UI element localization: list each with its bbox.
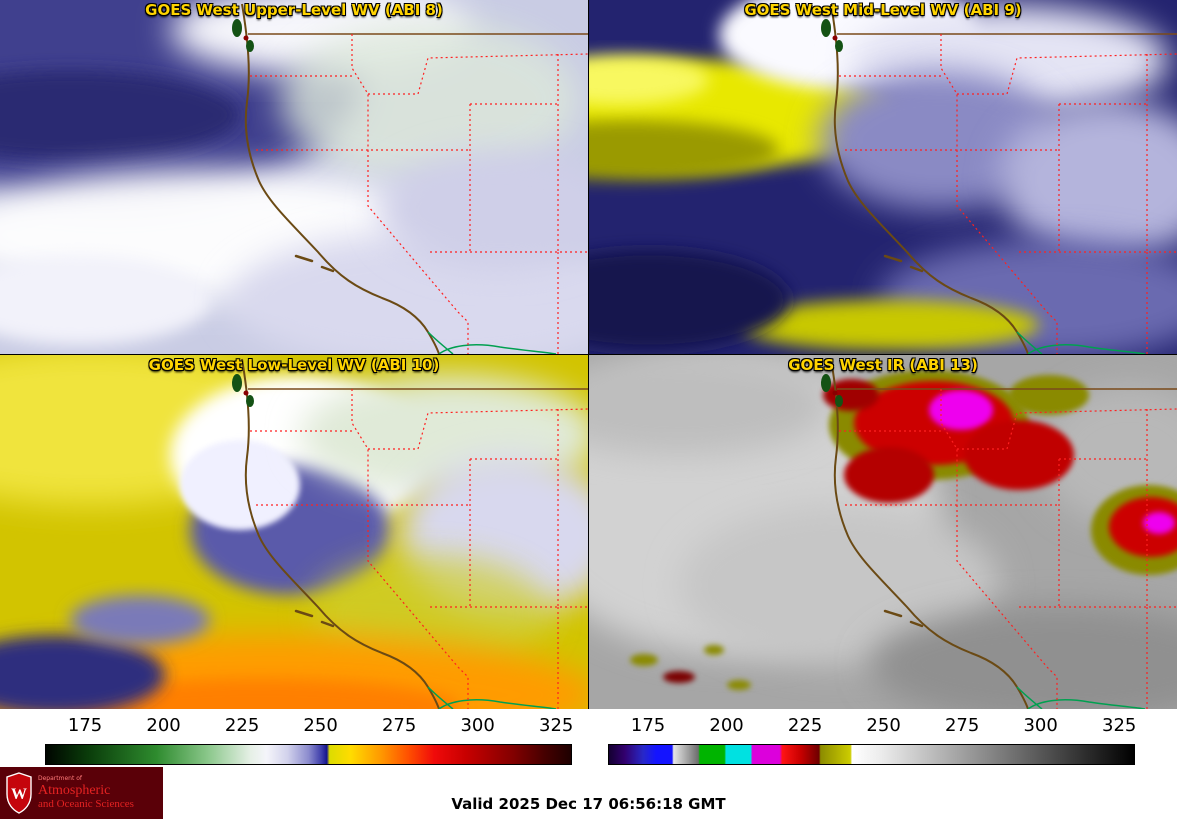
logo-line-2: and Oceanic Sciences <box>38 797 134 810</box>
wv-colorbar-ticks: 175 200 225 250 275 300 325 <box>45 715 574 739</box>
aos-logo-text: Department of Atmospheric and Oceanic Sc… <box>38 774 134 810</box>
panel-ir: GOES West IR (ABI 13) <box>589 355 1177 709</box>
aos-logo: W Department of Atmospheric and Oceanic … <box>0 767 163 819</box>
tick-label: 300 <box>1023 715 1058 736</box>
bottom-bar: 175 200 225 250 275 300 325 175 200 225 … <box>0 709 1177 819</box>
tick-label: 250 <box>303 715 338 736</box>
ir-colorbar: 175 200 225 250 275 300 325 <box>608 715 1137 765</box>
low-level-wv-imagery <box>0 355 588 709</box>
valid-time-label: Valid 2025 Dec 17 06:56:18 GMT <box>451 795 726 813</box>
panel-title: GOES West Low-Level WV (ABI 10) <box>148 356 440 374</box>
tick-label: 300 <box>460 715 495 736</box>
wv-colorbar-gradient <box>45 744 572 765</box>
crest-letter: W <box>11 786 27 803</box>
tick-label: 200 <box>709 715 744 736</box>
tick-label: 275 <box>381 715 417 736</box>
tick-label: 325 <box>1102 715 1137 736</box>
upper-level-wv-imagery <box>0 0 588 354</box>
ir-imagery <box>589 355 1177 709</box>
ir-colorbar-gradient <box>608 744 1135 765</box>
panel-low-level-wv: GOES West Low-Level WV (ABI 10) <box>0 355 588 709</box>
mid-level-wv-imagery <box>589 0 1177 354</box>
tick-label: 250 <box>866 715 901 736</box>
logo-dept-line: Department of <box>38 774 82 782</box>
quad-panel-grid: GOES West Upper-Level WV (ABI 8) GOES We… <box>0 0 1177 709</box>
tick-label: 325 <box>539 715 574 736</box>
tick-label: 200 <box>146 715 181 736</box>
panel-upper-level-wv: GOES West Upper-Level WV (ABI 8) <box>0 0 588 354</box>
uw-crest-icon: W <box>6 772 32 814</box>
logo-line-1: Atmospheric <box>38 782 111 798</box>
tick-label: 275 <box>944 715 980 736</box>
panel-title: GOES West Mid-Level WV (ABI 9) <box>744 1 1022 19</box>
panel-mid-level-wv: GOES West Mid-Level WV (ABI 9) <box>589 0 1177 354</box>
tick-label: 175 <box>630 715 666 736</box>
ir-colorbar-ticks: 175 200 225 250 275 300 325 <box>608 715 1137 739</box>
tick-label: 225 <box>787 715 823 736</box>
panel-title: GOES West IR (ABI 13) <box>788 356 978 374</box>
tick-label: 175 <box>67 715 103 736</box>
panel-title: GOES West Upper-Level WV (ABI 8) <box>145 1 443 19</box>
wv-colorbar: 175 200 225 250 275 300 325 <box>45 715 574 765</box>
tick-label: 225 <box>224 715 260 736</box>
